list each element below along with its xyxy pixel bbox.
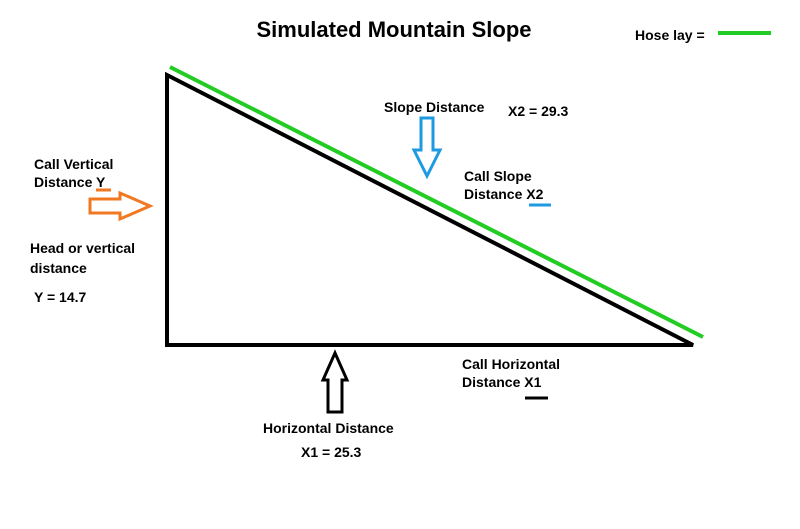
vertical-value: Y = 14.7 (34, 289, 87, 305)
vertical-title: Head or vertical (30, 240, 135, 256)
horizontal-value: X1 = 25.3 (301, 444, 362, 460)
slope-arrow (411, 116, 443, 180)
slope-call: Distance X2 (464, 186, 544, 202)
vertical-title: distance (30, 260, 87, 276)
title: Simulated Mountain Slope (256, 17, 531, 42)
legend-label: Hose lay = (635, 27, 705, 43)
vertical-call: Call Vertical (34, 156, 113, 172)
horizontal-call: Distance X1 (462, 374, 542, 390)
slope-triangle (165, 71, 694, 347)
vertical-call: Distance Y (34, 174, 106, 190)
vertical-arrow (88, 190, 154, 222)
slope-call: Call Slope (464, 168, 532, 184)
horizontal-title: Horizontal Distance (263, 420, 394, 436)
horizontal-arrow (320, 349, 350, 414)
horizontal-call: Call Horizontal (462, 356, 560, 372)
hose-lay (169, 65, 704, 339)
slope-title: Slope Distance (384, 99, 485, 115)
slope-value: X2 = 29.3 (508, 103, 569, 119)
